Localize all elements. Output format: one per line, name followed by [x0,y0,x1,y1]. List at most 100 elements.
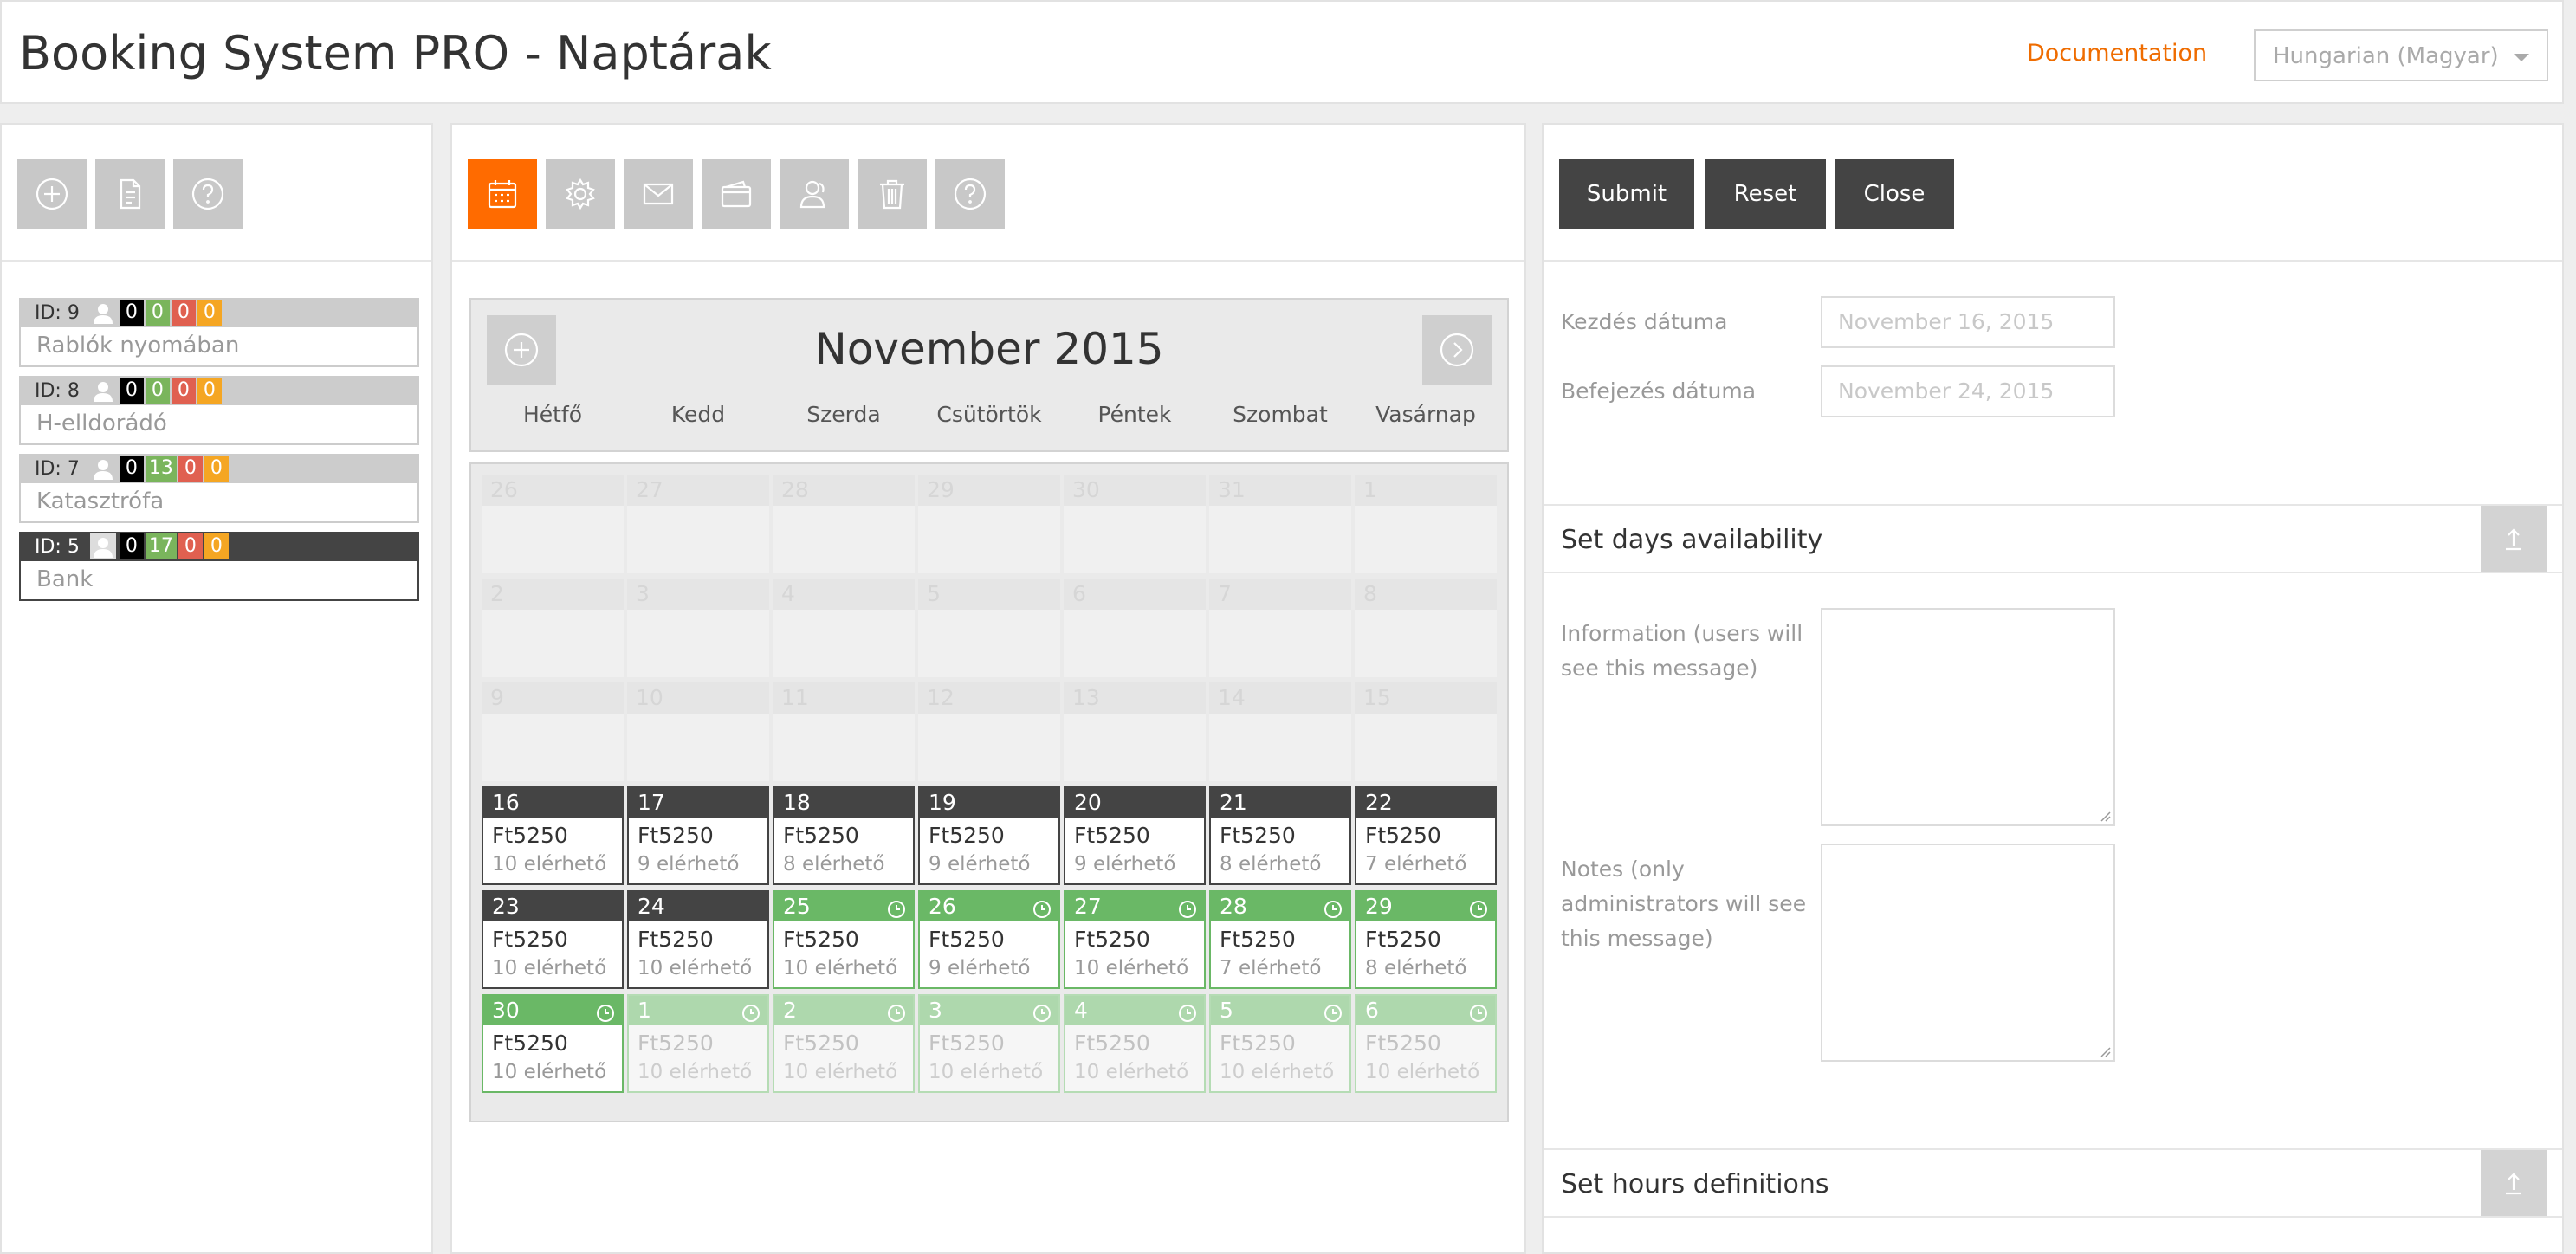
calendar-day-cell[interactable]: 26 Ft5250 9 elérhető [918,890,1060,989]
submit-button[interactable]: Submit [1559,159,1694,229]
day-number: 4 [773,579,915,610]
help-button[interactable] [173,159,243,229]
day-number: 21 [1211,788,1349,818]
status-count-badge: 0 [119,456,144,482]
calendar-day-cell[interactable]: 6 Ft5250 10 elérhető [1355,994,1497,1093]
previous-month-button[interactable] [487,315,556,385]
tab-payments[interactable] [702,159,771,229]
calendar-day-cell[interactable]: 7 [1209,579,1351,677]
day-availability: 10 elérhető [929,1061,1044,1083]
calendar-day-cell[interactable]: 4 [773,579,915,677]
calendar-day-cell[interactable]: 2 [482,579,624,677]
calendar-list-item[interactable]: ID: 5 0 17 0 0 Bank [19,532,419,601]
add-calendar-button[interactable] [17,159,87,229]
calendar-name: Rablók nyomában [19,327,419,367]
calendar-help-button[interactable] [935,159,1005,229]
calendar-day-cell[interactable]: 22 Ft5250 7 elérhető [1355,786,1497,885]
calendar-day-cell[interactable]: 2 Ft5250 10 elérhető [773,994,915,1093]
calendar-day-cell[interactable]: 1 [1355,475,1497,573]
day-number: 3 [920,996,1058,1025]
calendar-day-cell[interactable]: 29 [918,475,1060,573]
calendar-list-item[interactable]: ID: 7 0 13 0 0 Katasztrófa [19,454,419,523]
clock-icon [1032,1001,1052,1022]
next-month-button[interactable] [1422,315,1492,385]
calendar-day-cell[interactable]: 30 Ft5250 10 elérhető [482,994,624,1093]
status-count-badge: 0 [197,378,222,404]
duplicate-calendar-button[interactable] [95,159,165,229]
tab-calendar[interactable] [468,159,537,229]
day-number: 28 [773,475,915,506]
documentation-link[interactable]: Documentation [2027,40,2208,67]
calendar-day-cell[interactable]: 5 [918,579,1060,677]
calendar-day-cell[interactable]: 14 [1209,682,1351,781]
calendar-day-cell[interactable]: 21 Ft5250 8 elérhető [1209,786,1351,885]
calendar-day-cell[interactable]: 6 [1064,579,1206,677]
day-body [1355,714,1497,781]
calendar-list-item[interactable]: ID: 9 0 0 0 0 Rablók nyomában [19,298,419,367]
calendar-day-cell[interactable]: 17 Ft5250 9 elérhető [627,786,769,885]
day-number: 2 [774,996,913,1025]
day-body: Ft5250 10 elérhető [774,1025,913,1091]
tab-settings[interactable] [546,159,615,229]
calendar-day-cell[interactable]: 5 Ft5250 10 elérhető [1209,994,1351,1093]
information-textarea[interactable] [1821,608,2115,826]
calendar-day-cell[interactable]: 1 Ft5250 10 elérhető [627,994,769,1093]
calendar-day-cell[interactable]: 15 [1355,682,1497,781]
day-number: 13 [1064,682,1206,714]
reset-button[interactable]: Reset [1705,159,1826,229]
calendar-day-cell[interactable]: 28 [773,475,915,573]
day-number: 27 [627,475,769,506]
calendar-day-cell[interactable]: 9 [482,682,624,781]
tab-notifications[interactable] [624,159,693,229]
calendar-day-cell[interactable]: 4 Ft5250 10 elérhető [1064,994,1206,1093]
collapse-button[interactable] [2481,1150,2547,1216]
calendar-day-cell[interactable]: 24 Ft5250 10 elérhető [627,890,769,989]
language-select[interactable]: Hungarian (Magyar) [2254,29,2548,81]
day-availability: 9 elérhető [929,957,1031,979]
calendar-day-cell[interactable]: 19 Ft5250 9 elérhető [918,786,1060,885]
calendar-day-cell[interactable]: 3 [627,579,769,677]
notes-textarea[interactable] [1821,844,2115,1062]
calendar-list-item[interactable]: ID: 8 0 0 0 0 H-elldorádó [19,376,419,445]
day-body: Ft5250 10 elérhető [483,1025,622,1091]
days-availability-section[interactable]: Set days availability [1544,504,2562,573]
day-number: 17 [629,788,767,818]
calendar-day-cell[interactable]: 23 Ft5250 10 elérhető [482,890,624,989]
calendar-day-cell[interactable]: 16 Ft5250 10 elérhető [482,786,624,885]
calendar-day-cell[interactable]: 29 Ft5250 8 elérhető [1355,890,1497,989]
calendars-panel: ID: 9 0 0 0 0 Rablók nyomában ID: 8 0 0 0 0 H-elldo… [0,123,433,1254]
calendar-day-cell[interactable]: 3 Ft5250 10 elérhető [918,994,1060,1093]
collapse-button[interactable] [2481,506,2547,572]
calendar-item-bar: ID: 7 0 13 0 0 [19,454,419,483]
delete-calendar-button[interactable] [858,159,927,229]
day-availability: 10 elérhető [1074,957,1189,979]
calendar-day-cell[interactable]: 28 Ft5250 7 elérhető [1209,890,1351,989]
day-body [773,506,915,573]
calendar-day-cell[interactable]: 13 [1064,682,1206,781]
day-body [1064,714,1206,781]
start-date-field[interactable]: November 16, 2015 [1821,296,2115,348]
calendar-day-cell[interactable]: 11 [773,682,915,781]
calendar-day-cell[interactable]: 26 [482,475,624,573]
day-availability: 9 elérhető [1074,853,1176,876]
calendar-day-cell[interactable]: 8 [1355,579,1497,677]
day-number-text: 1 [638,998,651,1023]
calendar-day-cell[interactable]: 27 Ft5250 10 elérhető [1064,890,1206,989]
hours-definitions-section[interactable]: Set hours definitions [1544,1148,2562,1218]
calendar-day-cell[interactable]: 20 Ft5250 9 elérhető [1064,786,1206,885]
calendar-day-cell[interactable]: 30 [1064,475,1206,573]
day-price: Ft5250 [929,1031,1005,1056]
calendar-day-cell[interactable]: 18 Ft5250 8 elérhető [773,786,915,885]
day-number: 24 [629,892,767,921]
day-number-text: 2 [490,581,504,606]
close-button[interactable]: Close [1835,159,1954,229]
calendar-day-cell[interactable]: 12 [918,682,1060,781]
calendar-day-cell[interactable]: 27 [627,475,769,573]
calendar-name: Katasztrófa [19,483,419,523]
day-number-text: 12 [927,685,955,710]
calendar-day-cell[interactable]: 10 [627,682,769,781]
calendar-day-cell[interactable]: 25 Ft5250 10 elérhető [773,890,915,989]
tab-users[interactable] [780,159,849,229]
calendar-day-cell[interactable]: 31 [1209,475,1351,573]
end-date-field[interactable]: November 24, 2015 [1821,365,2115,417]
